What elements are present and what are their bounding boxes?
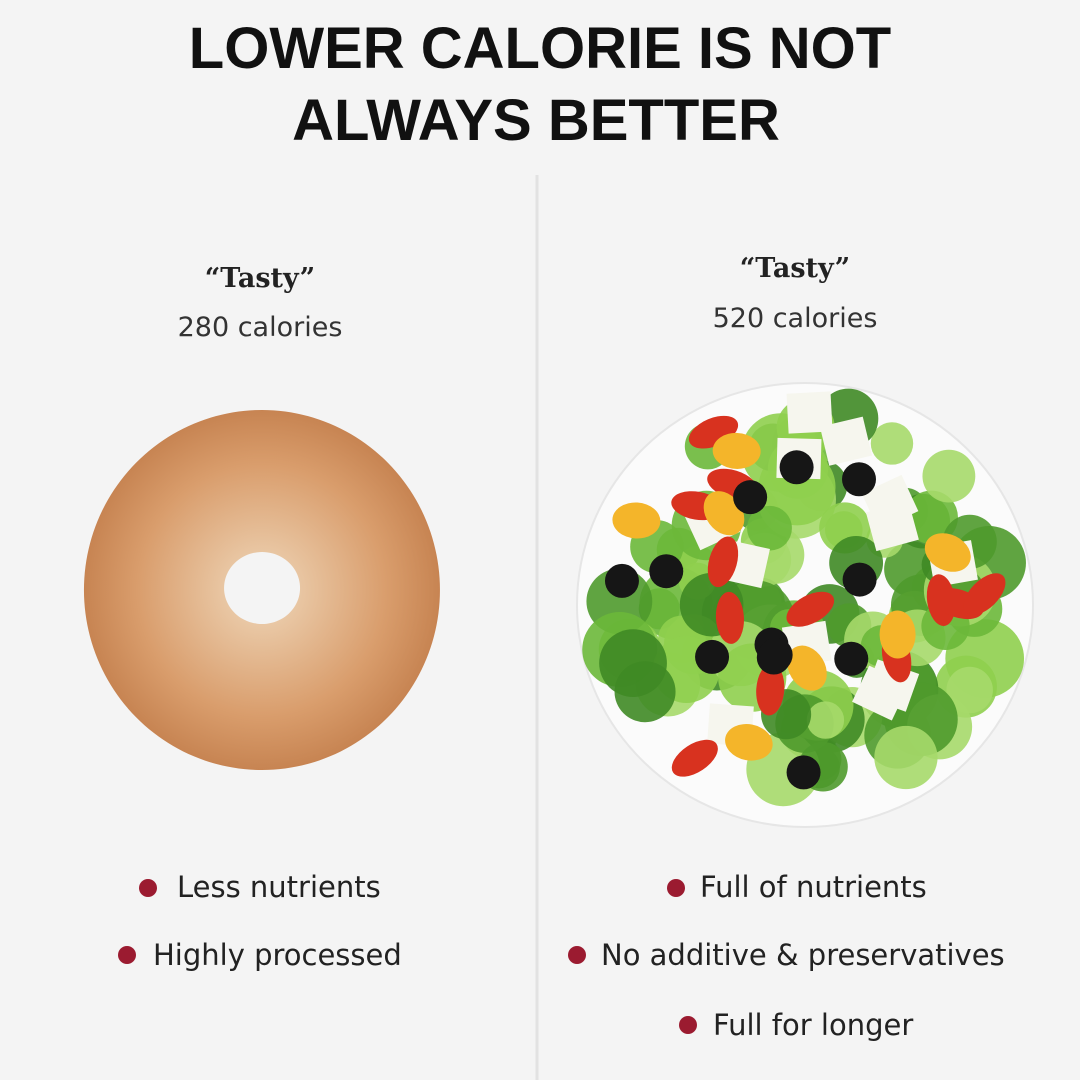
salad-piece [733,480,768,515]
salad-piece [924,533,971,572]
salad-piece [756,663,785,716]
salad-piece [695,639,730,674]
point: No additive & preservatives [601,938,1005,972]
salad-piece [870,422,914,465]
salad-piece [725,724,773,761]
salad-piece [779,450,814,485]
salad-image [576,382,1034,828]
salad-piece [879,610,916,659]
salad-piece [649,554,684,589]
salad-piece [922,449,976,503]
calories: 520 calories [713,303,878,334]
salad-piece [806,701,845,739]
salad-piece [612,502,661,539]
salad-piece [904,490,958,544]
salad-piece [834,641,869,676]
salad-piece [712,432,761,469]
salad-piece [963,573,1006,615]
title-line: ALWAYS BETTER [292,88,780,153]
salad-piece [841,462,876,497]
bullet [118,946,136,964]
point: Highly processed [153,938,402,972]
salad-piece [758,637,793,672]
salad-piece [671,739,718,777]
salad-piece [865,501,919,552]
salad-piece [715,591,744,644]
bullet [679,1016,697,1034]
salad-piece [786,755,821,790]
salad-piece [747,505,792,551]
point: Full of nutrients [700,870,927,904]
salad-piece [819,416,873,466]
calories: 280 calories [178,312,343,343]
salad-piece [786,391,833,434]
column-label: “Tasty” [205,263,315,294]
salad-piece [707,536,739,588]
point: Full for longer [713,1008,913,1042]
salad-piece [786,591,835,627]
salad-piece [787,645,827,691]
salad-piece [604,563,639,598]
title-line: LOWER CALORIE IS NOT [189,16,891,81]
donut-image [83,410,440,770]
column-label: “Tasty” [740,253,850,284]
point: Less nutrients [177,870,381,904]
bullet [568,946,586,964]
salad-piece [842,562,877,597]
bullet [667,879,685,897]
bullet [139,879,157,897]
salad-piece [874,725,938,790]
salad-piece [614,661,676,723]
